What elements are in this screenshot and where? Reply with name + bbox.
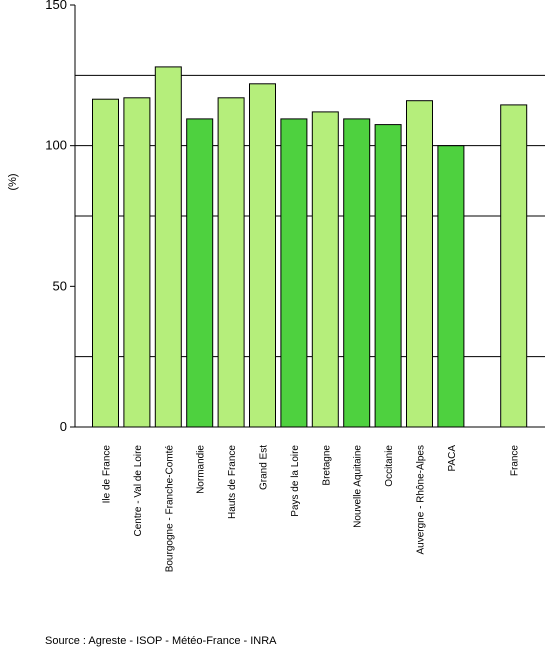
category-label-2: Bourgogne - Franche-Comté (164, 445, 175, 573)
y-tick-label-0: 0 (60, 419, 67, 434)
bar-2 (154, 66, 182, 428)
category-label-8: Nouvelle Aquitaine (353, 445, 364, 528)
category-label-5: Grand Est (259, 445, 270, 490)
bar-6 (280, 118, 308, 428)
bar-8 (343, 118, 371, 428)
category-label-12: France (510, 445, 521, 477)
bar-11 (437, 145, 465, 428)
category-label-6: Pays de la Loire (290, 445, 301, 517)
category-label-10: Auvergne - Rhône-Alpes (416, 445, 427, 555)
bar-1 (123, 97, 151, 428)
bar-5 (249, 83, 276, 428)
bar-9 (374, 124, 402, 428)
y-tick-label-2: 100 (45, 138, 67, 153)
y-tick-label-1: 50 (53, 278, 67, 293)
bar-0 (92, 98, 119, 428)
category-label-3: Normandie (196, 445, 207, 494)
category-label-9: Occitanie (384, 445, 395, 487)
bar-12 (500, 104, 528, 428)
category-label-4: Hauts de France (227, 445, 238, 519)
source-caption: Source : Agreste - ISOP - Météo-France -… (45, 635, 277, 647)
bar-10 (406, 100, 433, 428)
category-label-0: Ile de France (102, 445, 113, 504)
grid-lines (75, 74, 545, 358)
bar-7 (311, 111, 339, 428)
bar-4 (217, 97, 245, 428)
bars (92, 66, 528, 428)
bar-3 (186, 118, 214, 428)
category-labels: Ile de France Centre - Val de Loire Bourgo… (102, 445, 521, 573)
category-label-1: Centre - Val de Loire (133, 445, 144, 537)
category-label-11: PACA (447, 445, 458, 472)
axes (74, 5, 545, 428)
category-label-7: Bretagne (321, 445, 332, 486)
y-axis-label: (%) (7, 173, 19, 190)
y-ticks: 0 50 100 150 (45, 0, 75, 434)
y-tick-label-3: 150 (45, 0, 67, 12)
